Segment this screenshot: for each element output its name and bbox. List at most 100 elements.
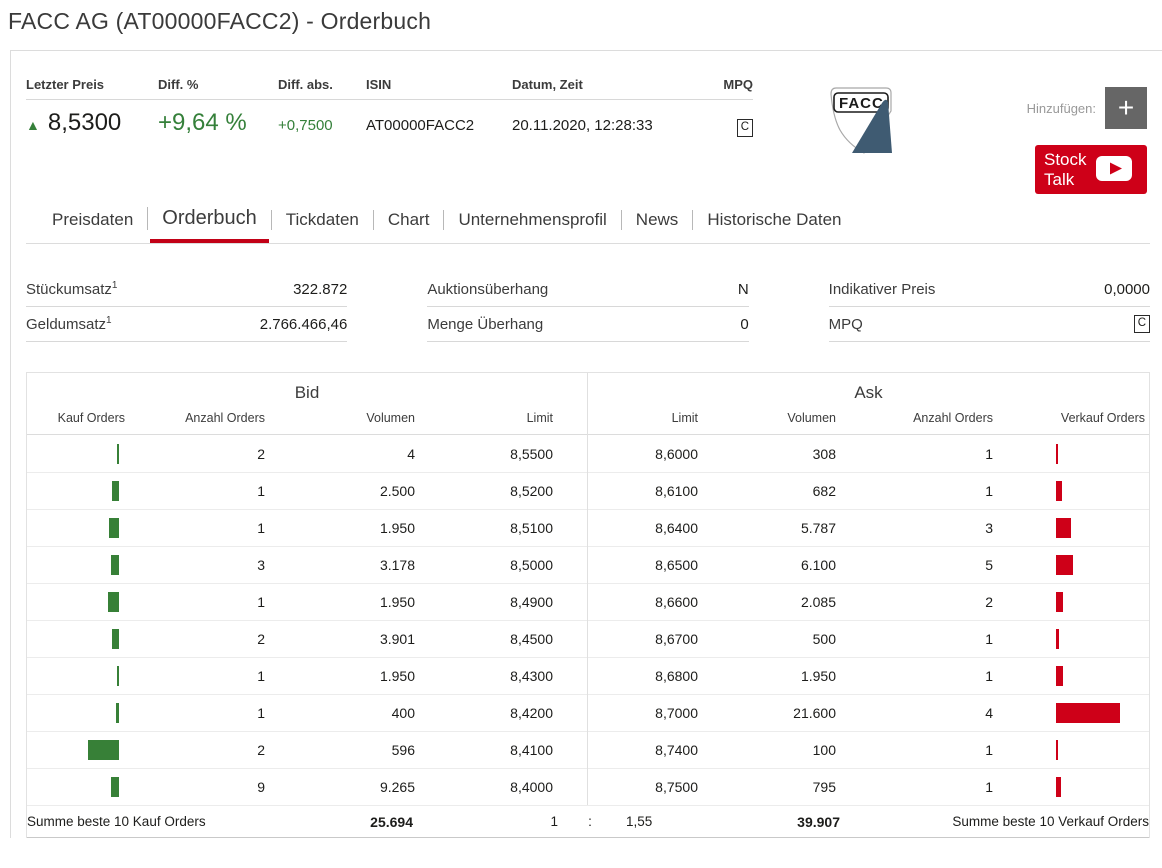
tab-chart[interactable]: Chart	[372, 210, 444, 230]
limit-value: 8,5500	[510, 445, 553, 462]
kauf-orders-bar-cell	[27, 584, 127, 620]
volumen-value: 1.950	[379, 594, 415, 610]
bid-row: 3 3.178 8,5000	[27, 546, 587, 583]
col-anzahl-orders: Anzahl Orders	[185, 411, 265, 425]
ask-row: 8,6400 5.787 3	[588, 509, 1149, 546]
limit-value: 8,5000	[510, 557, 553, 573]
limit-value: 8,4100	[510, 742, 553, 758]
stat-mpq: MPQ C	[828, 307, 1150, 342]
hinzufuegen-label: Hinzufügen:	[1026, 100, 1096, 116]
tab-news[interactable]: News	[620, 210, 693, 230]
limit-value: 8,7000	[655, 705, 698, 721]
ask-volume-bar	[1056, 592, 1063, 612]
col-verkauf-orders: Verkauf Orders	[1060, 411, 1145, 425]
ask-title: Ask	[854, 383, 883, 402]
ask-rows: 8,6000 308 1 8,6100 682 1 8,6400 5.787 3 8,6500 6.…	[588, 435, 1149, 805]
stats-grid: Stückumsatz1 322.872 Geldumsatz1 2.766.4…	[26, 272, 1150, 342]
col-limit: Limit	[671, 411, 698, 425]
tab-tickdaten[interactable]: Tickdaten	[270, 210, 373, 230]
tab-bar: Preisdaten Orderbuch Tickdaten Chart Unt…	[26, 207, 1150, 244]
ratio-bid-value: 1	[550, 814, 558, 829]
anzahl-orders-value: 1	[985, 668, 993, 684]
bid-row: 2 596 8,4100	[27, 731, 587, 768]
ask-row: 8,6100 682 1	[588, 472, 1149, 509]
sum-verkauf-value: 39.907	[797, 813, 840, 830]
diff-pct-value: +9,64 %	[158, 109, 247, 136]
bid-column-headers: Kauf Orders Anzahl Orders Volumen Limit	[27, 411, 587, 435]
quote-header: Letzter Preis Diff. % Diff. abs. ISIN Da…	[26, 51, 1150, 207]
volumen-value: 308	[812, 445, 836, 462]
sum-kauf-label: Summe beste 10 Kauf Orders	[27, 814, 206, 829]
stock-talk-button[interactable]: Stock Talk	[1035, 145, 1147, 194]
mpq-flag-box: C	[736, 119, 753, 137]
ask-volume-bar	[1056, 443, 1058, 464]
isin-label: ISIN	[366, 77, 392, 92]
bid-row: 9 9.265 8,4000	[27, 768, 587, 805]
stat-geldumsatz: Geldumsatz1 2.766.466,46	[26, 307, 348, 342]
tab-unternehmensprofil[interactable]: Unternehmensprofil	[443, 210, 620, 230]
verkauf-orders-bar-cell	[993, 473, 1149, 509]
anzahl-orders-value: 2	[257, 742, 265, 758]
bid-table: Bid Kauf Orders Anzahl Orders Volumen Li…	[27, 373, 588, 805]
volumen-value: 6.100	[800, 557, 836, 573]
anzahl-orders-value: 3	[257, 557, 265, 573]
ask-volume-bar	[1056, 666, 1063, 686]
col-volumen: Volumen	[366, 411, 415, 425]
bid-row: 2 4 8,5500	[27, 435, 587, 472]
anzahl-orders-value: 1	[985, 631, 993, 647]
bid-volume-bar	[112, 481, 119, 501]
tab-historische-daten[interactable]: Historische Daten	[692, 210, 855, 230]
stat-stueckumsatz: Stückumsatz1 322.872	[26, 272, 348, 307]
kauf-orders-bar-cell	[27, 621, 127, 657]
diff-pct-label: Diff. %	[158, 77, 199, 92]
ask-volume-bar	[1056, 703, 1120, 723]
mpq-label: MPQ	[723, 77, 753, 92]
volumen-value: 3.178	[379, 557, 415, 573]
anzahl-orders-value: 1	[257, 668, 265, 684]
limit-value: 8,7400	[655, 742, 698, 758]
ask-volume-bar	[1056, 481, 1062, 501]
ask-volume-bar	[1056, 777, 1061, 797]
bid-volume-bar	[112, 629, 119, 649]
mpq-value: C	[721, 117, 753, 137]
col-anzahl-orders: Anzahl Orders	[913, 411, 993, 425]
limit-value: 8,5100	[510, 520, 553, 536]
ask-table: Ask Limit Volumen Anzahl Orders Verkauf …	[588, 373, 1149, 805]
last-price: 8,5300	[47, 109, 122, 136]
tab-preisdaten[interactable]: Preisdaten	[52, 210, 134, 229]
kauf-orders-bar-cell	[27, 658, 127, 694]
volumen-value: 5.787	[800, 520, 836, 536]
facc-logo: FACC	[826, 85, 910, 162]
svg-text:FACC: FACC	[839, 95, 884, 112]
limit-value: 8,6000	[655, 445, 698, 462]
volumen-value: 682	[812, 483, 836, 499]
bid-volume-bar	[88, 740, 119, 760]
sum-verkauf-label: Summe beste 10 Verkauf Orders	[952, 814, 1149, 829]
tab-orderbuch[interactable]: Orderbuch	[147, 207, 271, 243]
anzahl-orders-value: 5	[985, 557, 993, 573]
bid-row: 1 2.500 8,5200	[27, 472, 587, 509]
verkauf-orders-bar-cell	[993, 695, 1149, 731]
volumen-value: 100	[812, 742, 836, 758]
bid-volume-bar	[111, 555, 119, 575]
bid-title: Bid	[294, 383, 320, 402]
volumen-value: 3.901	[379, 631, 415, 647]
bid-row: 1 1.950 8,4900	[27, 583, 587, 620]
limit-value: 8,4900	[510, 594, 553, 610]
bid-volume-bar	[117, 443, 119, 464]
col-kauf-orders: Kauf Orders	[57, 411, 125, 425]
limit-value: 8,4300	[510, 668, 553, 684]
last-price-label: Letzter Preis	[26, 77, 105, 92]
limit-value: 8,4500	[510, 631, 553, 647]
ask-row: 8,6700 500 1	[588, 620, 1149, 657]
limit-value: 8,5200	[510, 483, 553, 499]
add-to-watchlist-button[interactable]: +	[1105, 87, 1147, 129]
ratio-separator: :	[588, 814, 592, 829]
ask-row: 8,6500 6.100 5	[588, 546, 1149, 583]
anzahl-orders-value: 1	[985, 483, 993, 499]
volumen-value: 795	[812, 779, 836, 795]
verkauf-orders-bar-cell	[993, 732, 1149, 768]
volumen-value: 1.950	[800, 668, 836, 684]
limit-value: 8,6400	[655, 520, 698, 536]
bid-row: 1 400 8,4200	[27, 694, 587, 731]
